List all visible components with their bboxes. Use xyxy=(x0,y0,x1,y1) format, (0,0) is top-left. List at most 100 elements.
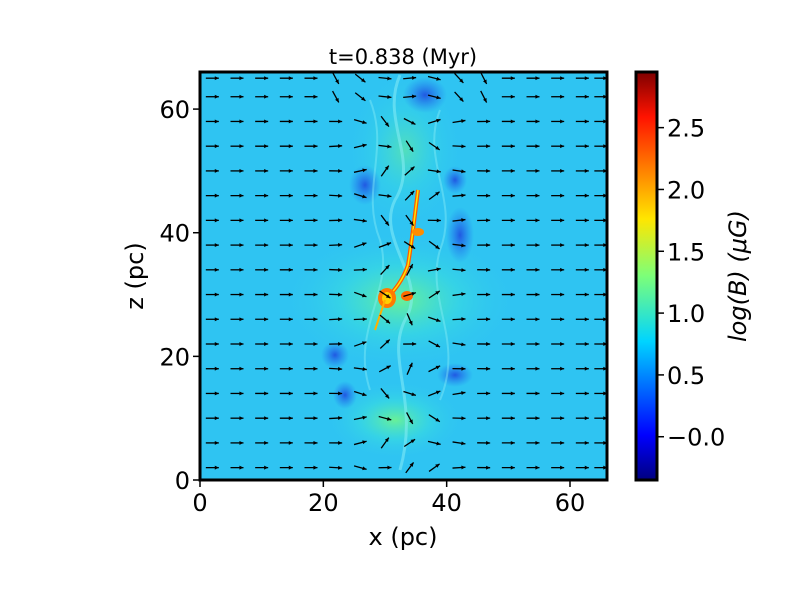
vector-arrow-head xyxy=(313,292,318,297)
vector-arrow-head xyxy=(411,94,417,99)
vector-arrow-head xyxy=(584,243,589,248)
vector-arrow-head xyxy=(461,391,466,396)
vector-arrow-head xyxy=(239,119,244,124)
vector-arrow-head xyxy=(603,218,607,223)
vector-arrow-head xyxy=(313,440,318,445)
vector-arrow-head xyxy=(313,366,318,371)
vector-arrow-head xyxy=(560,218,565,223)
vector-arrow-head xyxy=(436,267,441,272)
vector-arrow-head xyxy=(410,439,416,444)
vector-arrow-head xyxy=(584,416,589,421)
vector-arrow-head xyxy=(313,342,318,346)
vector-arrow-head xyxy=(510,144,515,149)
vector-arrow-head xyxy=(603,317,607,322)
vector-arrow-head xyxy=(239,193,244,198)
vector-arrow-head xyxy=(603,292,607,297)
vector-arrow-head xyxy=(435,191,440,196)
vector-arrow-head xyxy=(535,317,540,322)
y-axis-label: z (pc) xyxy=(121,242,149,309)
vector-arrow-head xyxy=(436,441,441,446)
vector-arrow-head xyxy=(461,465,466,470)
vector-arrow-head xyxy=(337,144,343,148)
vector-arrow-head xyxy=(239,168,244,173)
vector-arrow-head xyxy=(288,218,293,223)
vector-arrow-head xyxy=(603,193,607,198)
vector-arrow-head xyxy=(239,144,244,149)
vector-arrow-head xyxy=(483,79,487,84)
vector-arrow-head xyxy=(436,118,441,123)
vector-arrow-head xyxy=(288,168,293,173)
vector-arrow-head xyxy=(408,362,413,368)
vector-arrow-head xyxy=(362,367,367,371)
vector-arrow-head xyxy=(560,267,565,272)
vector-arrow-head xyxy=(239,243,244,248)
vector-arrow-head xyxy=(560,168,565,173)
vector-arrow-head xyxy=(264,168,269,173)
vector-arrow-head xyxy=(510,292,515,297)
vector-arrow-head xyxy=(510,317,515,322)
vector-arrow-head xyxy=(584,168,589,173)
vector-arrow-head xyxy=(214,119,219,124)
y-tick-label: 0 xyxy=(175,467,190,495)
vector-arrow-head xyxy=(338,440,343,445)
vector-arrow-head xyxy=(436,169,441,174)
vector-arrow-head xyxy=(560,193,565,198)
vector-arrow-head xyxy=(486,391,491,396)
vector-arrow-head xyxy=(435,145,440,150)
vector-arrow-head xyxy=(603,465,607,470)
vector-arrow-head xyxy=(338,243,343,247)
vector-arrow-head xyxy=(486,342,491,346)
vector-arrow-head xyxy=(313,416,318,421)
vector-arrow-head xyxy=(214,440,219,445)
vector-arrow-head xyxy=(362,466,367,471)
vector-arrow-head xyxy=(510,119,515,124)
vector-arrow-head xyxy=(603,440,607,445)
vector-arrow-head xyxy=(362,120,367,125)
vector-arrow-head xyxy=(560,342,565,346)
y-tick-label: 20 xyxy=(159,343,190,371)
vector-arrow-head xyxy=(288,76,293,81)
vector-arrow-head xyxy=(387,465,392,470)
vector-arrow-head xyxy=(435,390,441,395)
vector-arrows xyxy=(205,72,607,474)
vector-arrow-head xyxy=(239,342,244,346)
vector-arrow-head xyxy=(510,94,515,99)
colorbar-tick-label: 1.5 xyxy=(667,238,705,266)
vector-arrow-head xyxy=(510,366,515,371)
vector-arrow-head xyxy=(214,144,219,149)
vector-arrow-head xyxy=(264,342,269,346)
vector-arrow-head xyxy=(461,169,466,174)
vector-arrow-head xyxy=(535,440,540,445)
vector-arrow-head xyxy=(486,366,491,371)
vector-arrow-head xyxy=(384,122,389,127)
vector-arrow-head xyxy=(603,391,607,396)
vector-arrow-head xyxy=(385,294,391,299)
vector-arrow-head xyxy=(436,218,441,223)
vector-arrow-head xyxy=(313,168,318,173)
vector-arrow-head xyxy=(411,76,417,80)
vector-arrow-head xyxy=(337,416,343,420)
vector-arrow-head xyxy=(384,165,389,171)
vector-arrow-head xyxy=(264,317,269,322)
vector-arrow-head xyxy=(535,342,540,346)
vector-arrow-head xyxy=(409,419,413,424)
vector-arrow-head xyxy=(264,391,269,396)
vector-arrow-head xyxy=(535,243,540,248)
vector-arrow-head xyxy=(461,342,466,347)
vector-arrow-head xyxy=(362,392,367,397)
vector-arrow-head xyxy=(338,267,343,272)
vector-arrow-head xyxy=(584,144,589,149)
vector-arrow-head xyxy=(239,440,244,445)
vector-arrow-head xyxy=(214,391,219,396)
vector-arrow-head xyxy=(486,218,491,223)
vector-arrow-head xyxy=(411,291,416,296)
vector-arrow-head xyxy=(603,94,607,99)
vector-arrow-head xyxy=(461,268,466,272)
x-tick-label: 20 xyxy=(308,489,339,517)
vector-arrow-head xyxy=(584,465,589,470)
plot-frame xyxy=(198,70,609,482)
vector-arrow-head xyxy=(239,94,244,99)
vector-arrow-head xyxy=(264,243,269,248)
vector-arrow-head xyxy=(435,290,440,295)
colorbar-tick-label: 1.0 xyxy=(667,300,705,328)
